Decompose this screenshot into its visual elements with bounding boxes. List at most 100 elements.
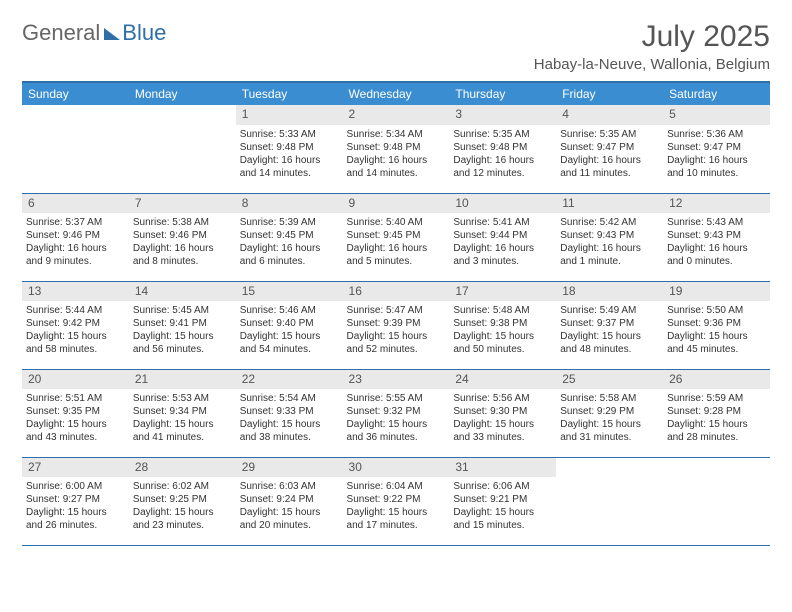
calendar-day-cell: 25Sunrise: 5:58 AMSunset: 9:29 PMDayligh… [556,369,663,457]
calendar-day-cell: 26Sunrise: 5:59 AMSunset: 9:28 PMDayligh… [663,369,770,457]
sunrise-text: Sunrise: 5:42 AM [560,216,659,229]
calendar-day-cell: 3Sunrise: 5:35 AMSunset: 9:48 PMDaylight… [449,105,556,193]
day-number: 7 [129,194,236,214]
day-number: 25 [556,370,663,390]
sunrise-text: Sunrise: 5:45 AM [133,304,232,317]
day-number: 9 [343,194,450,214]
title-block: July 2025 Habay-la-Neuve, Wallonia, Belg… [534,20,770,73]
daylight-text: Daylight: 15 hours and 58 minutes. [26,330,125,356]
calendar-day-cell: 2Sunrise: 5:34 AMSunset: 9:48 PMDaylight… [343,105,450,193]
calendar-day-cell: 17Sunrise: 5:48 AMSunset: 9:38 PMDayligh… [449,281,556,369]
calendar-day-cell: 29Sunrise: 6:03 AMSunset: 9:24 PMDayligh… [236,457,343,545]
sunrise-text: Sunrise: 5:47 AM [347,304,446,317]
calendar-day-cell: 11Sunrise: 5:42 AMSunset: 9:43 PMDayligh… [556,193,663,281]
day-number: 28 [129,458,236,478]
weekday-header: Wednesday [343,82,450,105]
calendar-week-row: 27Sunrise: 6:00 AMSunset: 9:27 PMDayligh… [22,457,770,545]
sunrise-text: Sunrise: 5:55 AM [347,392,446,405]
calendar-day-cell: 30Sunrise: 6:04 AMSunset: 9:22 PMDayligh… [343,457,450,545]
sunrise-text: Sunrise: 6:06 AM [453,480,552,493]
daylight-text: Daylight: 16 hours and 14 minutes. [347,154,446,180]
sunrise-text: Sunrise: 5:46 AM [240,304,339,317]
sunrise-text: Sunrise: 5:36 AM [667,128,766,141]
sunrise-text: Sunrise: 5:41 AM [453,216,552,229]
daylight-text: Daylight: 16 hours and 6 minutes. [240,242,339,268]
daylight-text: Daylight: 15 hours and 43 minutes. [26,418,125,444]
sunset-text: Sunset: 9:46 PM [133,229,232,242]
calendar-table: SundayMondayTuesdayWednesdayThursdayFrid… [22,81,770,546]
sunrise-text: Sunrise: 6:03 AM [240,480,339,493]
calendar-day-cell: 23Sunrise: 5:55 AMSunset: 9:32 PMDayligh… [343,369,450,457]
calendar-day-cell: 4Sunrise: 5:35 AMSunset: 9:47 PMDaylight… [556,105,663,193]
sunrise-text: Sunrise: 5:54 AM [240,392,339,405]
calendar-day-cell: 1Sunrise: 5:33 AMSunset: 9:48 PMDaylight… [236,105,343,193]
calendar-day-cell: 20Sunrise: 5:51 AMSunset: 9:35 PMDayligh… [22,369,129,457]
sunrise-text: Sunrise: 6:02 AM [133,480,232,493]
sunset-text: Sunset: 9:42 PM [26,317,125,330]
calendar-day-cell [556,457,663,545]
day-number: 12 [663,194,770,214]
daylight-text: Daylight: 16 hours and 9 minutes. [26,242,125,268]
day-number: 20 [22,370,129,390]
sunset-text: Sunset: 9:37 PM [560,317,659,330]
sunset-text: Sunset: 9:21 PM [453,493,552,506]
sunset-text: Sunset: 9:36 PM [667,317,766,330]
sunrise-text: Sunrise: 5:58 AM [560,392,659,405]
daylight-text: Daylight: 15 hours and 28 minutes. [667,418,766,444]
sunset-text: Sunset: 9:43 PM [560,229,659,242]
sunset-text: Sunset: 9:30 PM [453,405,552,418]
sunset-text: Sunset: 9:32 PM [347,405,446,418]
sunset-text: Sunset: 9:45 PM [240,229,339,242]
daylight-text: Daylight: 15 hours and 38 minutes. [240,418,339,444]
day-number: 3 [449,105,556,125]
daylight-text: Daylight: 16 hours and 10 minutes. [667,154,766,180]
sunset-text: Sunset: 9:35 PM [26,405,125,418]
month-title: July 2025 [534,20,770,54]
day-number: 31 [449,458,556,478]
sunrise-text: Sunrise: 5:48 AM [453,304,552,317]
calendar-week-row: 1Sunrise: 5:33 AMSunset: 9:48 PMDaylight… [22,105,770,193]
calendar-day-cell: 13Sunrise: 5:44 AMSunset: 9:42 PMDayligh… [22,281,129,369]
day-number: 18 [556,282,663,302]
day-number: 19 [663,282,770,302]
sunrise-text: Sunrise: 5:43 AM [667,216,766,229]
day-number: 22 [236,370,343,390]
sunrise-text: Sunrise: 5:37 AM [26,216,125,229]
weekday-header: Tuesday [236,82,343,105]
daylight-text: Daylight: 15 hours and 31 minutes. [560,418,659,444]
day-number: 27 [22,458,129,478]
day-number: 14 [129,282,236,302]
brand-logo: General Blue [22,20,166,46]
sunset-text: Sunset: 9:40 PM [240,317,339,330]
daylight-text: Daylight: 15 hours and 20 minutes. [240,506,339,532]
sunset-text: Sunset: 9:45 PM [347,229,446,242]
calendar-day-cell: 9Sunrise: 5:40 AMSunset: 9:45 PMDaylight… [343,193,450,281]
day-number: 16 [343,282,450,302]
brand-part2: Blue [122,20,166,46]
sunrise-text: Sunrise: 6:04 AM [347,480,446,493]
weekday-header: Thursday [449,82,556,105]
day-number: 24 [449,370,556,390]
daylight-text: Daylight: 15 hours and 56 minutes. [133,330,232,356]
sunrise-text: Sunrise: 5:40 AM [347,216,446,229]
sunset-text: Sunset: 9:38 PM [453,317,552,330]
daylight-text: Daylight: 16 hours and 8 minutes. [133,242,232,268]
calendar-day-cell [663,457,770,545]
daylight-text: Daylight: 15 hours and 15 minutes. [453,506,552,532]
daylight-text: Daylight: 16 hours and 14 minutes. [240,154,339,180]
sunset-text: Sunset: 9:47 PM [560,141,659,154]
sunset-text: Sunset: 9:25 PM [133,493,232,506]
calendar-day-cell: 15Sunrise: 5:46 AMSunset: 9:40 PMDayligh… [236,281,343,369]
calendar-day-cell: 14Sunrise: 5:45 AMSunset: 9:41 PMDayligh… [129,281,236,369]
calendar-day-cell: 6Sunrise: 5:37 AMSunset: 9:46 PMDaylight… [22,193,129,281]
sunrise-text: Sunrise: 5:38 AM [133,216,232,229]
calendar-day-cell: 10Sunrise: 5:41 AMSunset: 9:44 PMDayligh… [449,193,556,281]
sunset-text: Sunset: 9:48 PM [240,141,339,154]
sunrise-text: Sunrise: 5:49 AM [560,304,659,317]
calendar-day-cell: 28Sunrise: 6:02 AMSunset: 9:25 PMDayligh… [129,457,236,545]
daylight-text: Daylight: 15 hours and 48 minutes. [560,330,659,356]
daylight-text: Daylight: 15 hours and 26 minutes. [26,506,125,532]
day-number: 26 [663,370,770,390]
calendar-day-cell: 31 Sunrise: 6:06 AMSunset: 9:21 PMDayligh… [449,457,556,545]
daylight-text: Daylight: 15 hours and 36 minutes. [347,418,446,444]
